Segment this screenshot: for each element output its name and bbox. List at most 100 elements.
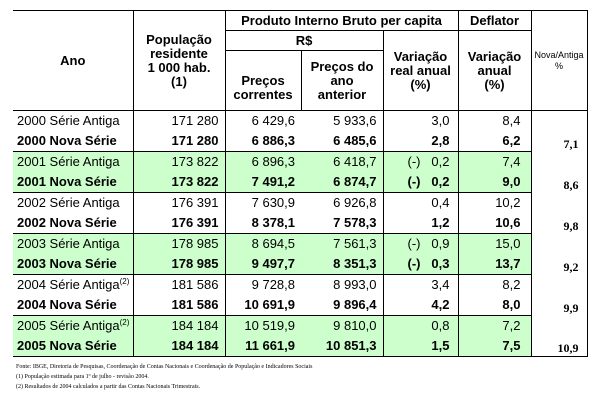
table-row: 2000 Nova Série 171 280 6 886,3 6 485,6 2,8 6… [13,131,588,152]
header-populacao: População residente 1 000 hab. (1) [132,10,225,111]
cell-variacao-real: 2,8 [382,131,458,152]
cell-deflator: 7,2 [457,315,532,336]
cell-nova-antiga [531,192,588,213]
header-populacao-line: População [146,31,212,47]
table-row: 2001 Nova Série 173 822 7 491,2 6 874,7 (-) 0… [13,172,588,193]
footnotes: Fonte: IBGE, Diretoria de Pesquisas, Coo… [16,362,312,392]
cell-ano: 2004 Série Antiga(2) [13,274,133,295]
cell-precos-ano-anterior: 6 874,7 [301,172,383,193]
table-row: 2002 Série Antiga 176 391 7 630,9 6 926,8 0,… [13,192,588,213]
cell-variacao-sign: (-) [407,256,421,271]
cell-variacao-value: 0,8 [431,318,450,333]
footnote-2: (2) Resultados de 2004 calculados a part… [16,384,201,390]
cell-deflator: 9,0 [457,172,532,193]
header-precos-correntes-line: Preços [241,72,285,88]
cell-variacao-real: (-) 0,9 [382,233,458,254]
header-ano: Ano [13,10,133,111]
cell-variacao-real: 3,0 [382,110,458,131]
cell-ano-text: 2000 Série Antiga [17,113,120,128]
cell-populacao: 171 280 [132,110,225,131]
cell-nova-antiga: 9,9 [531,295,588,316]
cell-precos-correntes: 7 630,9 [224,192,301,213]
cell-ano: 2001 Série Antiga [13,151,133,172]
cell-ano-text: 2005 Nova Série [17,338,117,353]
cell-precos-correntes: 10 691,9 [224,295,301,316]
cell-populacao: 173 822 [132,151,225,172]
cell-nova-antiga [531,233,588,254]
cell-ano: 2005 Nova Série [13,336,133,357]
cell-nova-antiga: 8,6 [531,172,588,193]
cell-ano: 2000 Série Antiga [13,111,133,132]
cell-ano-text: 2005 Série Antiga [17,318,120,333]
cell-variacao-value: 2,8 [431,133,450,148]
cell-nova-antiga: 9,8 [531,213,588,234]
cell-ano: 2002 Nova Série [13,213,133,234]
cell-ano: 2002 Série Antiga [13,192,133,213]
cell-variacao-value: 0,3 [431,256,450,271]
cell-variacao-real: 3,4 [382,274,458,295]
table-row: 2001 Série Antiga 173 822 6 896,3 6 418,7 (-… [13,151,588,172]
cell-precos-ano-anterior: 8 351,3 [301,254,383,275]
cell-nova-antiga: 7,1 [531,131,588,152]
cell-deflator: 8,4 [457,110,532,131]
cell-precos-ano-anterior: 10 851,3 [301,336,383,357]
cell-ano: 2005 Série Antiga(2) [13,315,133,336]
table-row: 2005 Nova Série 184 184 11 661,9 10 851,3 1,… [13,336,588,357]
cell-variacao-real: 1,5 [382,336,458,357]
table-body: 2000 Série Antiga 171 280 6 429,6 5 933,6 3,… [13,110,588,357]
header-variacao-real-line: real anual [390,62,451,78]
cell-precos-ano-anterior: 5 933,6 [333,113,377,128]
header-variacao-real-line: Variação [393,48,448,64]
footnote-1: (1) População estimada para 1º de julho … [16,374,149,380]
cell-ano-text: 2000 Nova Série [17,133,117,148]
cell-precos-ano-anterior: 8 993,0 [301,274,383,295]
table-row: 2000 Série Antiga 171 280 6 429,6 5 933,6 3,… [13,110,588,132]
cell-deflator: 7,5 [457,336,532,357]
cell-ano-text: 2001 Série Antiga [17,154,120,169]
table-row: 2003 Nova Série 178 985 9 497,7 8 351,3 (-) 0… [13,254,588,275]
cell-precos-correntes: 11 661,9 [224,336,301,357]
header-variacao-anual-line: anual [477,62,512,78]
cell-populacao: 173 822 [132,172,225,193]
cell-variacao-real: 4,2 [382,295,458,316]
cell-precos-correntes: 6 896,3 [224,151,301,172]
cell-variacao-sign: (-) [407,174,421,189]
cell-populacao: 184 184 [132,315,225,336]
table-row: 2004 Série Antiga(2) 181 586 9 728,8 8 993,… [13,274,588,295]
cell-ano-footnote: (2) [119,318,130,327]
cell-ano-text: 2004 Série Antiga [17,277,120,292]
cell-variacao-real: (-) 0,3 [382,254,458,275]
cell-ano: 2001 Nova Série [13,172,133,193]
header-populacao-line: residente [150,45,208,61]
cell-nova-antiga: 10,9 [531,336,588,357]
table-row: 2002 Nova Série 176 391 8 378,1 7 578,3 1,2 1… [13,213,588,234]
cell-variacao-real: 0,4 [382,192,458,213]
table-row: 2005 Série Antiga(2) 184 184 10 519,9 9 810… [13,315,588,336]
cell-precos-correntes: 7 491,2 [224,172,301,193]
footnote-source: Fonte: IBGE, Diretoria de Pesquisas, Coo… [16,364,313,370]
header-variacao-real: Variação real anual (%) [382,30,458,111]
cell-precos-ano-anterior: 6 485,6 [333,133,377,148]
cell-ano-footnote: (2) [119,277,130,286]
cell-ano: 2004 Nova Série [13,295,133,316]
cell-variacao-real: (-) 0,2 [382,172,458,193]
cell-precos-ano-anterior: 7 578,3 [333,215,377,230]
cell-deflator: 13,7 [457,254,532,275]
header-precos-ano-anterior-line: ano [330,72,354,88]
cell-ano: 2003 Série Antiga [13,233,133,254]
cell-nova-antiga [531,315,588,336]
cell-nova-antiga [531,110,588,131]
header-precos-correntes-line: correntes [233,86,293,102]
cell-precos-ano-anterior: 6 418,7 [301,151,383,172]
cell-populacao: 176 391 [132,213,225,234]
header-populacao-line: (1) [171,73,187,89]
header-precos-ano-anterior: Preços do ano anterior [300,50,383,111]
cell-deflator: 15,0 [457,233,532,254]
cell-nova-antiga [531,151,588,172]
cell-precos-ano-anterior: 6 926,8 [301,192,383,213]
pib-per-capita-table-sheet: Ano População residente 1 000 hab. (1) P… [13,10,588,357]
pib-per-capita-table: Ano População residente 1 000 hab. (1) P… [13,10,588,357]
cell-deflator: 6,2 [457,131,532,152]
cell-variacao-real: (-) 0,2 [382,151,458,172]
cell-variacao-value: 1,5 [431,338,450,353]
